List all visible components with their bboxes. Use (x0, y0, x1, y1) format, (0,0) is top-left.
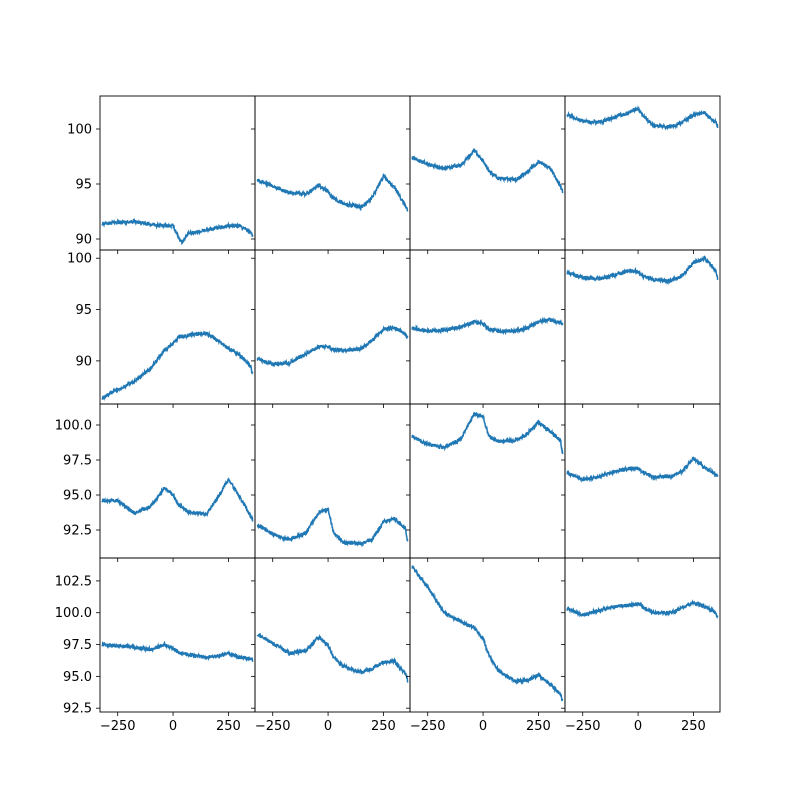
axes-frame (409, 557, 566, 713)
series-line (101, 330, 254, 402)
series-line (101, 640, 254, 663)
axes-frame (564, 95, 721, 251)
x-tick-label: 250 (526, 719, 551, 734)
series-line (566, 105, 719, 131)
subplot-1-4 (561, 95, 721, 254)
axes-frame (564, 557, 721, 713)
series-line (411, 316, 564, 336)
series-line (411, 411, 564, 455)
y-tick-label: 95.0 (63, 489, 92, 504)
subplot-2-1: 90 95 100 (67, 249, 256, 408)
series-line (256, 507, 409, 548)
series-line (101, 477, 254, 522)
axes-frame (254, 249, 411, 405)
y-tick-label: 92.5 (63, 702, 92, 717)
x-tick-label: −250 (255, 719, 291, 734)
subplot-4-2: −250 0 250 (251, 557, 411, 734)
y-tick-label: 95 (75, 303, 92, 318)
series-line (566, 599, 719, 619)
series-line (566, 255, 719, 286)
axes-frame (99, 403, 256, 559)
x-tick-label: −250 (410, 719, 446, 734)
axes-frame (409, 95, 566, 251)
axes-frame (254, 557, 411, 713)
subplot-2-2 (251, 249, 411, 408)
subplot-1-1: 90 95 100 (67, 95, 256, 254)
series-line (256, 324, 409, 368)
series-line (256, 172, 409, 212)
subplot-3-4 (561, 403, 721, 562)
y-tick-label: 102.5 (55, 574, 92, 589)
y-tick-label: 95 (75, 178, 92, 193)
subplot-3-1: 92.5 95.0 97.5 100.0 (55, 403, 256, 562)
subplot-2-3 (406, 249, 566, 408)
y-tick-label: 100.0 (55, 606, 92, 621)
x-tick-label: 250 (216, 719, 241, 734)
x-tick-label: 250 (371, 719, 396, 734)
x-tick-label: 0 (169, 719, 177, 734)
series-line (411, 565, 564, 702)
subplot-1-2 (251, 95, 411, 254)
x-tick-label: −250 (100, 719, 136, 734)
subplot-4-3: −250 0 250 (406, 557, 566, 734)
y-tick-label: 92.5 (63, 524, 92, 539)
x-tick-label: 0 (634, 719, 642, 734)
x-tick-label: −250 (565, 719, 601, 734)
axes-frame (254, 95, 411, 251)
series-line (411, 147, 564, 194)
y-tick-label: 90 (75, 354, 92, 369)
subplot-3-3 (406, 403, 566, 562)
series-line (256, 632, 409, 683)
subplot-4-1: −250 0 250 92.5 95.0 97.5 100.0 102.5 (55, 557, 256, 734)
x-tick-label: 250 (681, 719, 706, 734)
subplot-4-4: −250 0 250 (561, 557, 721, 734)
x-tick-label: 0 (324, 719, 332, 734)
y-tick-label: 100 (67, 252, 92, 267)
series-line (101, 217, 254, 246)
y-tick-label: 100.0 (55, 419, 92, 434)
subplot-1-3 (406, 95, 566, 254)
y-tick-label: 97.5 (63, 638, 92, 653)
axes-frame (99, 249, 256, 405)
y-tick-label: 100 (67, 123, 92, 138)
y-tick-label: 95.0 (63, 670, 92, 685)
axes-frame (409, 403, 566, 559)
x-tick-label: 0 (479, 719, 487, 734)
subplot-2-4 (561, 249, 721, 408)
axes-frame (564, 403, 721, 559)
subplot-3-2 (251, 403, 411, 562)
y-tick-label: 90 (75, 233, 92, 248)
y-tick-label: 97.5 (63, 454, 92, 469)
series-line (566, 456, 719, 483)
axes-frame (99, 557, 256, 713)
